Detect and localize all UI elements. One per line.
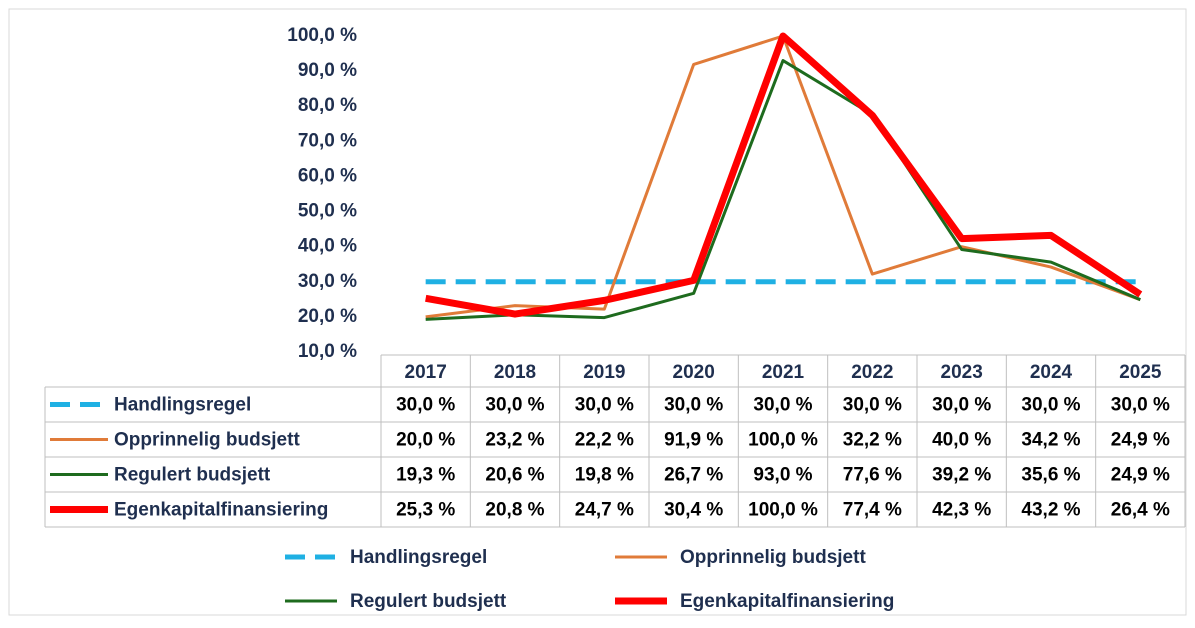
data-label: 42,3 % [932,500,991,521]
data-label: 91,9 % [664,430,723,451]
data-label: 100,0 % [748,500,818,521]
x-tick-label: 2022 [851,362,893,383]
data-label: 30,0 % [1021,395,1080,416]
legend-label: Handlingsregel [114,395,251,416]
data-label: 30,0 % [575,395,634,416]
y-tick-label: 90,0 % [298,60,357,81]
legend-label: Regulert budsjett [350,591,507,612]
data-label: 24,7 % [575,500,634,521]
x-tick-label: 2018 [494,362,536,383]
x-tick-label: 2017 [405,362,447,383]
x-tick-label: 2019 [583,362,625,383]
data-label: 30,0 % [753,395,812,416]
data-label: 30,0 % [485,395,544,416]
data-label: 30,4 % [664,500,723,521]
legend-label: Opprinnelig budsjett [114,430,300,451]
frame [8,8,1187,616]
data-label: 20,8 % [485,500,544,521]
x-tick-label: 2023 [941,362,983,383]
x-tick-label: 2024 [1030,362,1073,383]
data-label: 40,0 % [932,430,991,451]
x-tick-label: 2020 [673,362,715,383]
series-line [425,32,1143,318]
y-tick-label: 50,0 % [298,201,357,222]
data-label: 20,6 % [485,465,544,486]
series-line [425,34,1141,319]
data-label: 100,0 % [748,430,818,451]
y-tick-label: 70,0 % [298,130,357,151]
data-label: 30,0 % [843,395,902,416]
data-label: 19,8 % [575,465,634,486]
data-label: 93,0 % [753,465,812,486]
data-label: 77,6 % [843,465,902,486]
y-tick-label: 80,0 % [298,95,357,116]
x-tick-label: 2021 [762,362,805,383]
data-label: 26,7 % [664,465,723,486]
series-line [425,59,1141,321]
data-label: 19,3 % [396,465,455,486]
data-label: 25,3 % [396,500,455,521]
legend-label: Handlingsregel [350,547,487,568]
data-label: 20,0 % [396,430,455,451]
data-label: 34,2 % [1021,430,1080,451]
data-label: 39,2 % [932,465,991,486]
legend-label: Egenkapitalfinansiering [114,500,328,521]
legend-label: Egenkapitalfinansiering [680,591,894,612]
data-label: 35,6 % [1021,465,1080,486]
data-label: 30,0 % [396,395,455,416]
data-label: 77,4 % [843,500,902,521]
data-label: 22,2 % [575,430,634,451]
legend-label: Regulert budsjett [114,465,271,486]
y-tick-label: 40,0 % [298,236,357,257]
data-label: 43,2 % [1021,500,1080,521]
data-label: 23,2 % [485,430,544,451]
data-label: 30,0 % [932,395,991,416]
data-label: 24,9 % [1111,430,1170,451]
y-tick-label: 60,0 % [298,165,357,186]
y-tick-label: 100,0 % [287,25,357,46]
data-label: 26,4 % [1111,500,1170,521]
legend-label: Opprinnelig budsjett [680,547,866,568]
y-tick-label: 10,0 % [298,341,357,362]
data-label: 30,0 % [1111,395,1170,416]
data-label: 30,0 % [664,395,723,416]
x-tick-label: 2025 [1119,362,1162,383]
data-label: 32,2 % [843,430,902,451]
data-label: 24,9 % [1111,465,1170,486]
y-tick-label: 20,0 % [298,306,357,327]
y-tick-label: 30,0 % [298,271,357,292]
